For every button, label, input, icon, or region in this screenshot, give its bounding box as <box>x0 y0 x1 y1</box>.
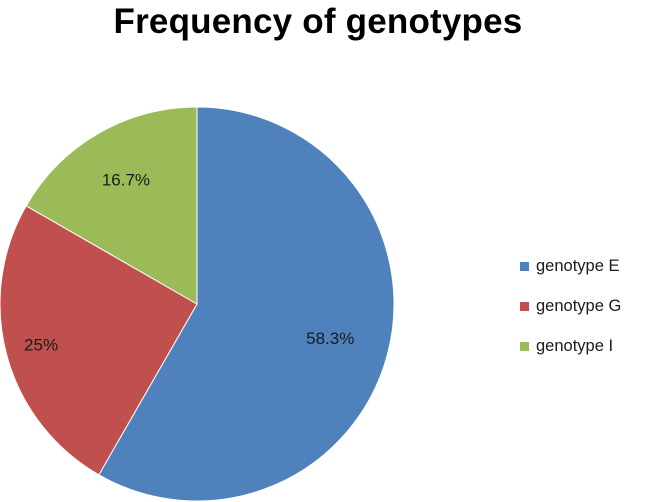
legend-item-genotype-i: genotype I <box>520 335 646 357</box>
pie-slice-genotype-e <box>98 106 395 502</box>
legend-item-genotype-g: genotype G <box>520 295 646 317</box>
slice-label-genotype-i: 16.7% <box>102 171 150 190</box>
legend-swatch-genotype-i <box>520 341 529 351</box>
slice-label-genotype-e: 58.3% <box>306 329 354 348</box>
pie-slice-genotype-g <box>0 205 198 476</box>
legend-label-genotype-i: genotype I <box>536 336 614 355</box>
pie-slice-genotype-i <box>25 106 198 305</box>
legend-swatch-genotype-g <box>520 301 529 311</box>
chart-title: Frequency of genotypes <box>113 2 523 41</box>
legend: genotype E genotype G genotype I <box>520 255 646 375</box>
slice-label-genotype-g: 25% <box>24 336 58 355</box>
legend-swatch-genotype-e <box>520 261 529 271</box>
legend-label-genotype-e: genotype E <box>536 256 620 275</box>
legend-label-genotype-g: genotype G <box>536 296 622 315</box>
legend-item-genotype-e: genotype E <box>520 255 646 277</box>
